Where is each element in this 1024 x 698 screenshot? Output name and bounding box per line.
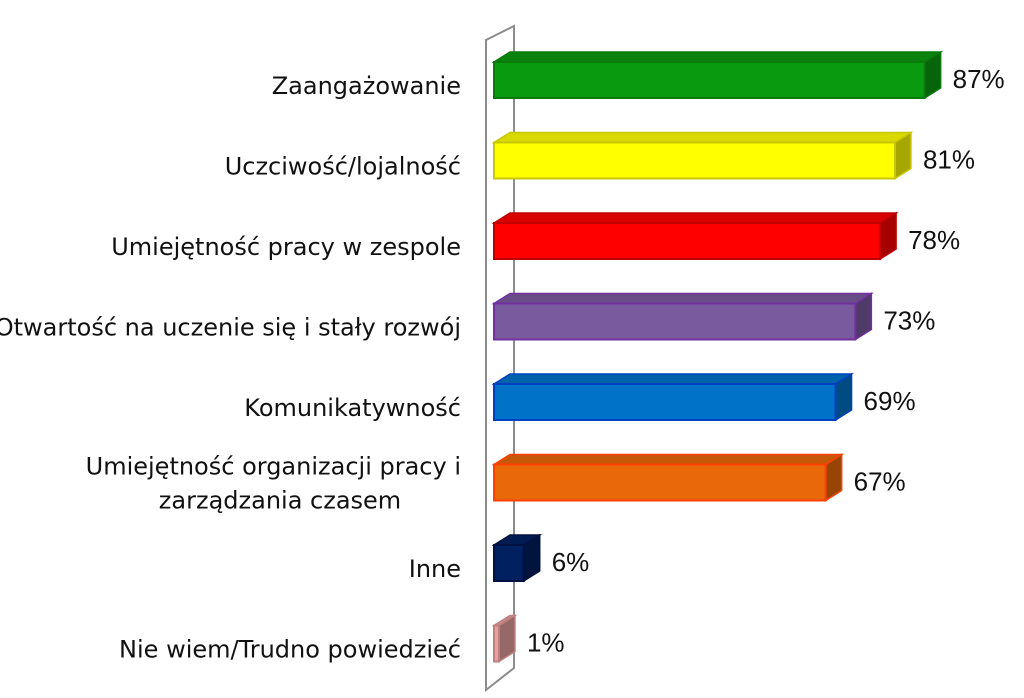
data-label: 78% <box>908 225 960 255</box>
bar-front-face <box>493 544 525 582</box>
axis-layer <box>485 24 515 693</box>
bar-front-face <box>493 61 926 99</box>
bar <box>491 50 944 100</box>
bar <box>491 211 899 261</box>
data-label: 6% <box>552 547 590 577</box>
bar-front-face <box>493 222 882 260</box>
data-label: 87% <box>953 64 1005 94</box>
axis-wall <box>485 24 515 693</box>
category-label: Otwartość na uczenie się i stały rozwój <box>0 314 461 342</box>
category-label: Komunikatywność <box>244 394 461 422</box>
bar-top-face <box>491 373 855 385</box>
bar <box>491 131 914 180</box>
data-label: 73% <box>883 305 935 335</box>
bar-front-face <box>493 141 896 180</box>
bars-layer <box>491 50 944 663</box>
data-label: 1% <box>527 627 565 657</box>
bar-front-face <box>493 463 827 502</box>
bar <box>491 533 543 583</box>
category-label: Umiejętność pracy w zespole <box>111 233 461 261</box>
bar <box>491 292 874 341</box>
category-label: Uczciwość/lojalność <box>225 153 461 181</box>
data-label: 67% <box>854 466 906 496</box>
bar-top-face <box>491 453 845 466</box>
bar-top-face <box>491 131 914 144</box>
data-label: 69% <box>864 386 916 416</box>
category-label: Zaangażowanie <box>272 72 461 100</box>
bar <box>491 453 845 502</box>
category-label: zarządzania czasem <box>159 487 401 515</box>
bar-front-face <box>493 624 500 663</box>
bar <box>491 372 855 422</box>
bar-front-face <box>493 302 857 341</box>
category-label: Nie wiem/Trudno powiedzieć <box>119 636 461 664</box>
bar-top-face <box>491 212 899 224</box>
category-label: Umiejętność organizacji pracy i <box>86 453 461 481</box>
category-label: Inne <box>409 555 461 583</box>
bar <box>491 614 518 663</box>
bar-top-face <box>491 51 944 63</box>
labels-layer: 87% Zaangażowanie 81% Uczciwość/lojalność 78… <box>0 64 1005 664</box>
data-label: 81% <box>923 144 975 174</box>
bar-top-face <box>491 292 874 305</box>
bar-front-face <box>493 383 837 421</box>
